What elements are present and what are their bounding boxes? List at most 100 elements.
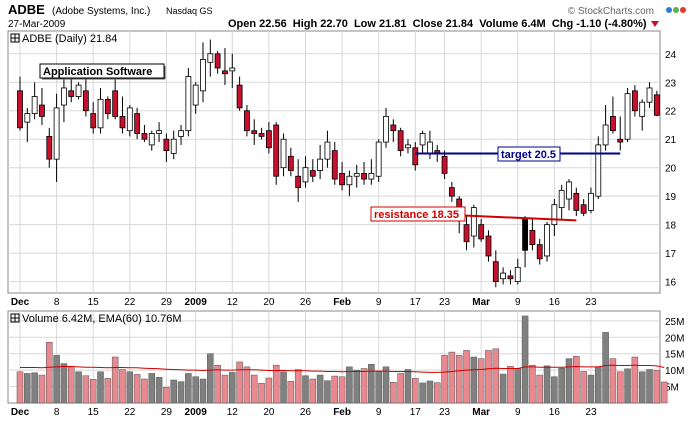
candle-down [580, 204, 587, 214]
volume-bar [16, 371, 24, 404]
volume-bar [368, 363, 375, 404]
candle-down [287, 155, 294, 171]
candle-down [397, 130, 404, 152]
candle-up [522, 218, 528, 251]
down-arrow-icon [651, 21, 659, 27]
volume-bar [653, 369, 661, 404]
candle-up [53, 107, 60, 160]
candle-down [412, 147, 419, 166]
price-tick-label: 17 [665, 249, 677, 260]
price-x-tick-label: 29 [161, 297, 173, 308]
volume-bar [221, 374, 229, 404]
volume-bar [316, 374, 324, 404]
volume-bar [111, 356, 119, 404]
volume-x-tick-label: 16 [549, 407, 561, 418]
price-x-tick-label: 8 [54, 297, 60, 308]
volume-bar [360, 368, 368, 404]
volume-bar [60, 363, 68, 404]
volume-settings-icon[interactable] [10, 313, 20, 323]
candle-down [265, 130, 272, 149]
volume-x-tick-label: 23 [585, 407, 597, 418]
candle-down [361, 172, 367, 180]
volume-bar [595, 366, 602, 404]
volume-bar [141, 378, 148, 404]
volume-bar [192, 376, 199, 404]
volume-bar [38, 374, 46, 404]
candle-down [104, 98, 111, 114]
chart-settings-icon[interactable] [10, 33, 20, 43]
resistance-annotation: resistance 18.35 [370, 206, 466, 222]
candle-down [485, 235, 492, 257]
candle-up [324, 141, 331, 160]
volume-bar [646, 369, 653, 404]
volume-bar [24, 373, 31, 404]
volume-bar [470, 356, 478, 404]
volume-x-tick-label: 9 [515, 407, 521, 418]
volume-bar [565, 358, 573, 404]
price-tick-label: 19 [665, 192, 677, 203]
volume-bar [53, 355, 60, 404]
exchange-label: Nasdaq GS [166, 6, 213, 16]
candle-up [588, 192, 594, 211]
price-x-tick-label: 23 [585, 297, 597, 308]
candle-down [251, 130, 258, 134]
volume-bar [543, 365, 551, 404]
price-x-tick-label: 20 [263, 297, 275, 308]
volume-bar [507, 365, 514, 404]
candle-up [126, 107, 133, 132]
candle-up [419, 133, 426, 146]
company-name: (Adobe Systems, Inc.) [52, 6, 150, 17]
candle-down [441, 155, 448, 174]
target-annotation-text: target 20.5 [501, 149, 556, 161]
candle-down [610, 116, 616, 132]
volume-bar [346, 366, 353, 404]
candle-down [653, 94, 660, 116]
price-x-tick-label: 23 [439, 297, 451, 308]
candle-up [75, 84, 82, 97]
volume-bar [265, 377, 273, 404]
candle-up [558, 190, 565, 208]
candle-down [46, 135, 53, 160]
candle-down [507, 275, 514, 280]
source-watermark: © StockCharts.com [568, 6, 654, 17]
volume-bar [272, 364, 280, 404]
volume-x-tick-label: 23 [439, 407, 451, 418]
volume-bar [294, 369, 302, 404]
volume-bar [97, 371, 104, 404]
price-x-tick-label: 2009 [185, 297, 208, 308]
candle-down [529, 229, 536, 245]
candle-up [61, 87, 67, 106]
candle-up [148, 133, 155, 146]
candles [17, 39, 660, 288]
price-series-label: ADBE (Daily) 21.84 [22, 33, 117, 45]
volume-tick-label: 20M [665, 333, 684, 344]
candle-up [185, 76, 192, 132]
candle-up [317, 158, 324, 171]
volume-bar [75, 371, 82, 404]
candle-up [170, 138, 177, 154]
resistance-annotation-text: resistance 18.35 [374, 209, 459, 221]
candle-up [639, 101, 646, 117]
volume-bar [573, 356, 580, 404]
target-annotation: target 20.5 [497, 146, 561, 162]
price-x-tick-label: 22 [124, 297, 136, 308]
volume-bar [419, 382, 426, 404]
volume-bar [580, 371, 587, 404]
volume-x-tick-label: 26 [300, 407, 312, 418]
candle-up [624, 93, 631, 140]
candle-up [500, 272, 507, 280]
volume-bar [126, 371, 134, 404]
volume-x-tick-label: 20 [263, 407, 275, 418]
volume-x-tick-label: 8 [54, 407, 60, 418]
candle-down [478, 224, 485, 240]
volume-bar [155, 377, 163, 404]
volume-x-tick-label: 29 [161, 407, 173, 418]
candle-up [353, 172, 360, 177]
volume-bar [163, 386, 170, 404]
volume-bar [660, 381, 668, 404]
volume-bar [185, 373, 192, 404]
price-x-tick-label: 16 [549, 297, 561, 308]
volume-bar [558, 367, 565, 404]
volume-bar [236, 361, 243, 404]
